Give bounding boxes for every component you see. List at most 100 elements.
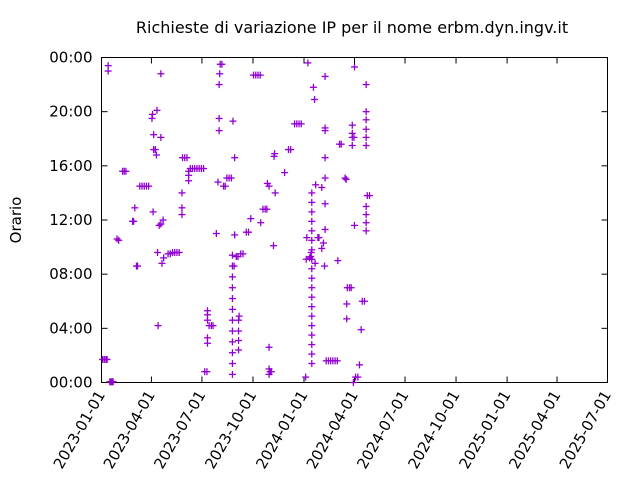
data-point bbox=[312, 181, 320, 189]
data-point bbox=[157, 70, 165, 78]
data-point bbox=[308, 350, 316, 358]
data-point bbox=[362, 219, 370, 227]
data-point bbox=[158, 259, 166, 267]
data-point bbox=[235, 337, 243, 345]
x-tick-label: 2024-10-01 bbox=[404, 388, 463, 473]
data-point bbox=[265, 182, 273, 190]
y-tick-label: 20:00 bbox=[49, 103, 92, 121]
data-point bbox=[256, 71, 264, 79]
data-point bbox=[362, 133, 370, 141]
x-axis: 2023-01-012023-04-012023-07-012023-10-01… bbox=[50, 57, 615, 473]
data-point bbox=[153, 106, 161, 114]
data-point bbox=[239, 250, 247, 258]
data-point bbox=[245, 228, 253, 236]
data-point bbox=[318, 184, 326, 191]
data-point bbox=[365, 192, 373, 200]
data-point bbox=[200, 165, 208, 173]
data-point bbox=[228, 295, 236, 303]
data-point bbox=[183, 154, 191, 162]
data-point bbox=[203, 307, 211, 315]
chart-title: Richieste di variazione IP per il nome e… bbox=[136, 18, 568, 37]
data-point bbox=[337, 140, 345, 148]
data-point bbox=[131, 204, 139, 212]
data-point bbox=[308, 274, 316, 282]
data-point bbox=[342, 175, 350, 183]
data-point bbox=[319, 239, 327, 247]
data-point bbox=[355, 361, 363, 369]
data-point bbox=[348, 142, 356, 150]
data-point bbox=[130, 217, 138, 225]
data-point bbox=[212, 230, 220, 238]
data-point bbox=[159, 216, 167, 224]
data-point bbox=[308, 284, 316, 292]
data-point bbox=[308, 198, 316, 206]
data-point bbox=[203, 334, 211, 342]
data-point bbox=[228, 327, 236, 335]
data-point bbox=[308, 341, 316, 349]
data-point bbox=[228, 316, 236, 324]
data-point bbox=[297, 120, 305, 128]
data-point bbox=[115, 236, 123, 244]
data-point bbox=[228, 349, 236, 357]
data-point bbox=[269, 242, 277, 250]
data-point bbox=[281, 169, 289, 177]
data-point bbox=[362, 211, 370, 219]
data-point bbox=[155, 221, 163, 229]
data-point bbox=[362, 108, 370, 116]
plot-frame bbox=[101, 57, 608, 383]
x-tick-label: 2025-07-01 bbox=[556, 388, 615, 473]
data-point bbox=[308, 236, 316, 244]
data-point bbox=[267, 368, 275, 376]
data-point bbox=[308, 331, 316, 339]
data-point bbox=[104, 62, 112, 70]
data-point bbox=[263, 205, 271, 213]
data-point bbox=[178, 211, 186, 219]
data-point bbox=[216, 70, 224, 78]
data-point bbox=[235, 327, 243, 335]
data-point bbox=[302, 373, 310, 381]
data-point bbox=[351, 63, 358, 71]
data-point bbox=[231, 231, 239, 239]
x-tick-label: 2025-04-01 bbox=[505, 388, 564, 473]
data-point bbox=[362, 142, 370, 150]
data-point bbox=[150, 131, 158, 139]
data-point bbox=[308, 208, 316, 216]
y-axis-label: Orario bbox=[7, 197, 25, 244]
data-point bbox=[228, 370, 236, 378]
data-point bbox=[228, 305, 236, 313]
data-point bbox=[209, 322, 217, 330]
data-point bbox=[321, 72, 329, 80]
data-point bbox=[103, 355, 111, 363]
data-point bbox=[311, 259, 319, 267]
data-point bbox=[334, 257, 342, 265]
data-point bbox=[149, 110, 157, 118]
data-point bbox=[214, 178, 222, 186]
data-point bbox=[308, 217, 316, 225]
data-point bbox=[160, 254, 168, 262]
data-point bbox=[228, 338, 236, 346]
data-point bbox=[175, 249, 183, 256]
data-point bbox=[228, 284, 236, 292]
data-point bbox=[151, 146, 159, 154]
data-point bbox=[229, 117, 237, 125]
data-point bbox=[215, 81, 223, 89]
data-point bbox=[271, 150, 279, 158]
data-point bbox=[145, 182, 153, 190]
data-point bbox=[362, 202, 370, 210]
data-point bbox=[178, 204, 186, 212]
data-point bbox=[113, 235, 121, 243]
x-tick-label: 2023-10-01 bbox=[201, 388, 260, 473]
data-point bbox=[228, 273, 236, 281]
x-tick-label: 2023-01-01 bbox=[50, 388, 109, 473]
data-point bbox=[357, 326, 365, 334]
data-point bbox=[257, 219, 265, 227]
y-tick-label: 12:00 bbox=[49, 211, 92, 229]
data-point bbox=[349, 379, 357, 386]
data-point bbox=[343, 300, 351, 308]
x-tick-label: 2023-04-01 bbox=[100, 388, 159, 473]
data-point bbox=[122, 167, 130, 175]
data-point bbox=[308, 265, 316, 273]
data-point bbox=[308, 246, 316, 254]
data-point bbox=[265, 343, 273, 351]
